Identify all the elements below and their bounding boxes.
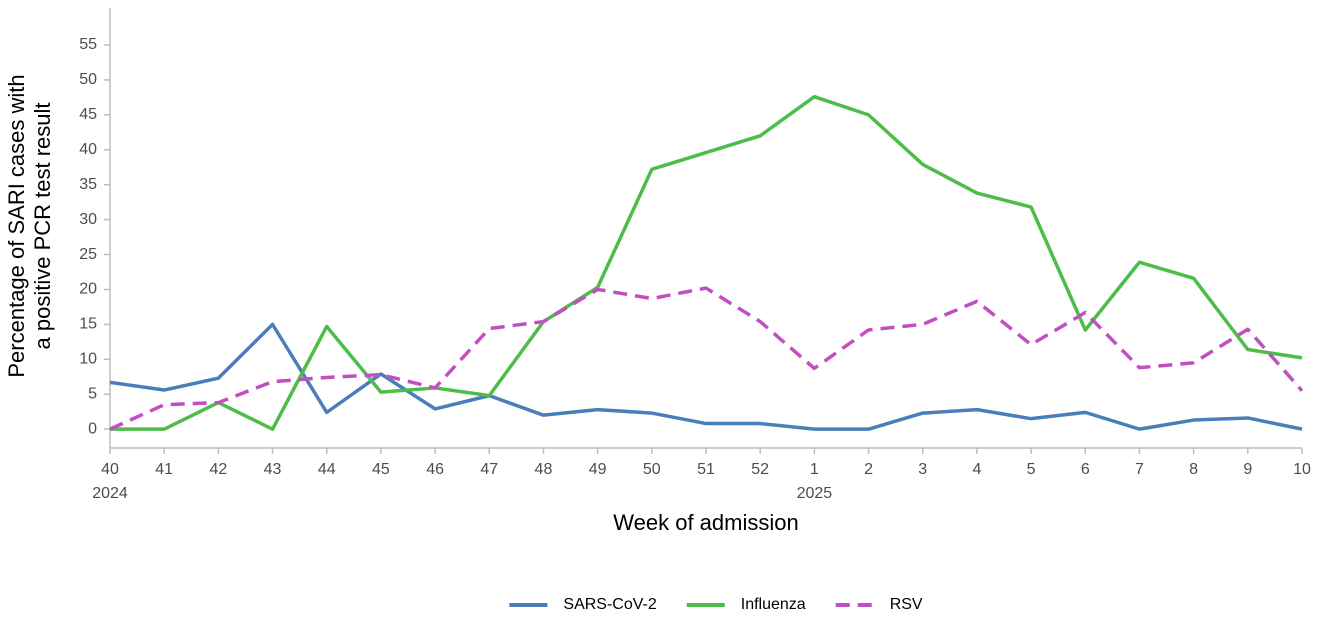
x-tick-label: 8 xyxy=(1189,461,1198,478)
y-tick-label: 30 xyxy=(79,211,97,228)
x-tick-label: 47 xyxy=(480,461,498,478)
y-tick-label: 5 xyxy=(88,385,97,402)
x-tick-label: 49 xyxy=(589,461,607,478)
series-line xyxy=(110,94,1303,431)
y-tick-label: 50 xyxy=(79,71,97,88)
x-tick-label: 2 xyxy=(864,461,873,478)
y-axis-title-line: a positive PCR test result xyxy=(30,103,55,350)
y-tick-label: 15 xyxy=(79,316,97,333)
x-tick-label: 40 xyxy=(101,461,119,478)
x-tick-label: 3 xyxy=(918,461,927,478)
series-line xyxy=(109,322,1303,431)
y-tick-label: 20 xyxy=(79,281,97,298)
x-tick-label: 44 xyxy=(318,461,336,478)
y-axis-title: Percentage of SARI cases with a positive… xyxy=(4,74,55,377)
legend-label: SARS-CoV-2 xyxy=(563,596,656,613)
y-tick-label: 0 xyxy=(88,420,97,437)
legend: SARS-CoV-2 Influenza RSV xyxy=(509,596,923,613)
x-tick-label: 6 xyxy=(1081,461,1090,478)
y-tick-label: 45 xyxy=(79,106,97,123)
x-tick-label: 46 xyxy=(426,461,444,478)
y-axis-title-line: Percentage of SARI cases with xyxy=(4,74,29,377)
y-tick-label: 10 xyxy=(79,351,97,368)
x-tick-label: 4 xyxy=(972,461,981,478)
series-line xyxy=(109,286,1304,431)
x-tick-label: 41 xyxy=(155,461,173,478)
x-tick-label: 9 xyxy=(1243,461,1252,478)
y-tick-label: 35 xyxy=(79,176,97,193)
y-tick-label: 40 xyxy=(79,141,97,158)
x-tick-label: 48 xyxy=(535,461,553,478)
x-tick-label: 52 xyxy=(751,461,769,478)
x-axis-title: Week of admission xyxy=(613,510,798,535)
x-tick-label: 50 xyxy=(643,461,661,478)
year-label: 2024 xyxy=(92,485,128,502)
x-tick-label: 10 xyxy=(1293,461,1311,478)
x-tick-label: 42 xyxy=(209,461,227,478)
x-tick-label: 51 xyxy=(697,461,715,478)
x-tick-label: 7 xyxy=(1135,461,1144,478)
legend-label: RSV xyxy=(890,596,923,613)
y-tick-label: 25 xyxy=(79,246,97,263)
x-tick-label: 45 xyxy=(372,461,390,478)
x-tick-label: 43 xyxy=(264,461,282,478)
legend-label: Influenza xyxy=(741,596,806,613)
year-label: 2025 xyxy=(797,485,833,502)
x-tick-label: 5 xyxy=(1027,461,1036,478)
x-tick-label: 1 xyxy=(810,461,819,478)
y-tick-label: 55 xyxy=(79,36,97,53)
